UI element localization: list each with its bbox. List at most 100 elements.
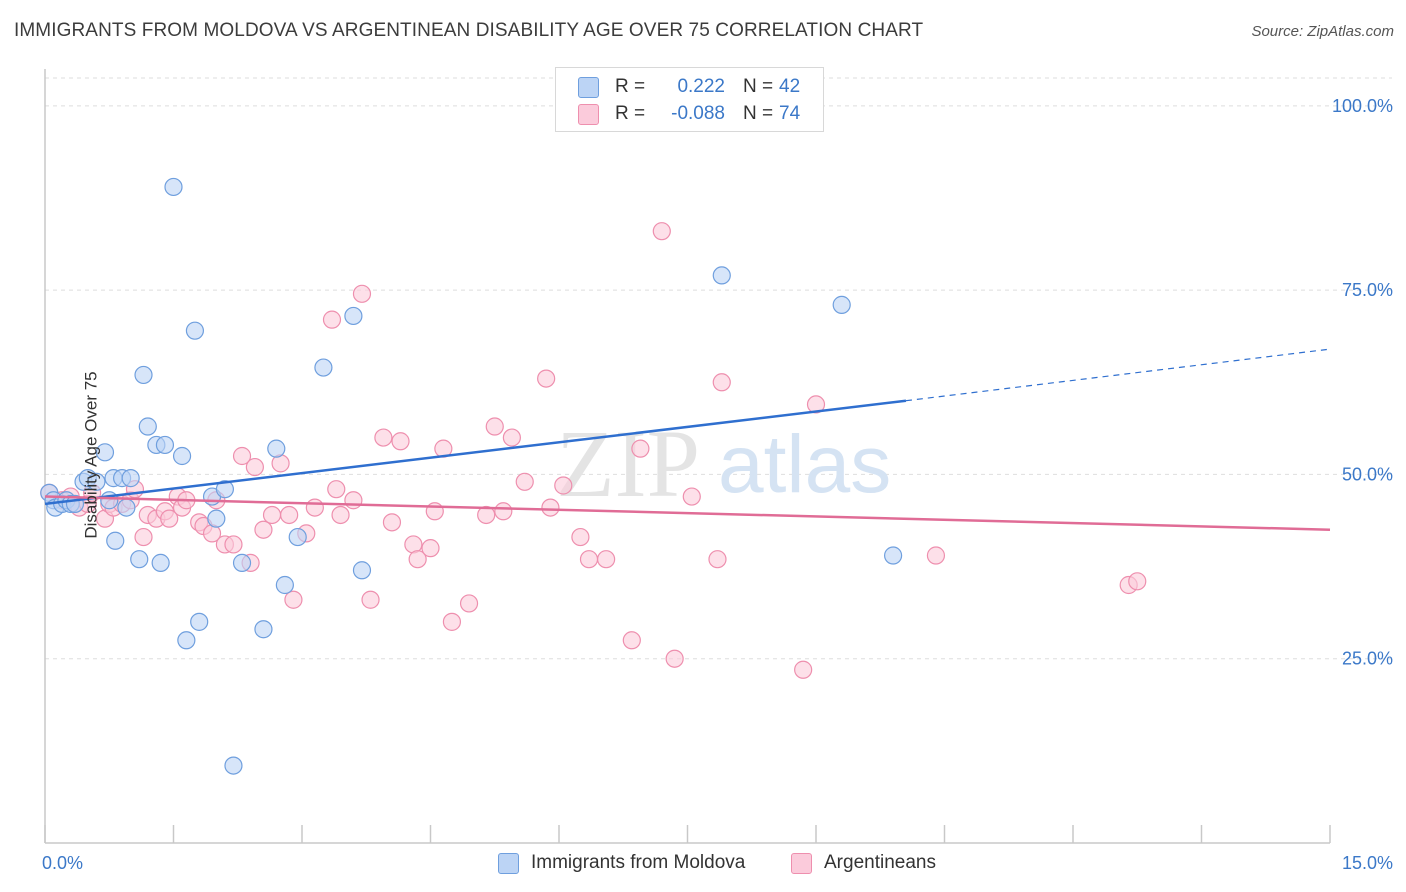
data-point [117, 498, 136, 517]
data-point [494, 502, 513, 521]
data-point [794, 660, 813, 679]
r-value: 0.222 [677, 76, 725, 97]
data-point [134, 365, 153, 385]
legend-swatch-argentineans [578, 103, 599, 125]
data-point [631, 439, 650, 458]
data-point [232, 446, 252, 466]
data-point [87, 472, 106, 491]
data-point [280, 505, 299, 525]
trend-lines [44, 348, 1331, 531]
source-credit: Source: ZipAtlas.com [1251, 23, 1394, 40]
data-point [579, 550, 599, 569]
data-point [806, 395, 826, 414]
data-point [352, 284, 372, 303]
data-point [138, 417, 157, 436]
data-point [708, 550, 727, 569]
data-point [267, 439, 286, 458]
data-point [597, 550, 616, 569]
data-point [537, 369, 556, 388]
data-point [130, 550, 149, 569]
chart-title: IMMIGRANTS FROM MOLDOVA VS ARGENTINEAN D… [14, 20, 924, 41]
gridlines [45, 77, 1392, 660]
data-point [485, 417, 504, 436]
data-point [361, 590, 380, 609]
data-point [652, 222, 671, 241]
legend-row-argentineans: R = -0.088 N = 74 [578, 101, 800, 127]
data-point [322, 310, 342, 329]
data-point [391, 432, 410, 451]
data-point [95, 443, 115, 462]
data-point [245, 457, 264, 477]
data-point [215, 480, 234, 499]
y-tick-label: 75.0% [1342, 280, 1393, 300]
data-point [712, 373, 731, 392]
legend-row-moldova: R = 0.222 N = 42 [578, 74, 800, 100]
data-point [288, 527, 307, 547]
r-value: -0.088 [671, 103, 725, 124]
data-point [172, 446, 192, 466]
data-point [408, 550, 427, 569]
legend-swatch-moldova [578, 76, 599, 98]
data-point [331, 505, 350, 525]
y-tick-label: 25.0% [1342, 649, 1393, 669]
correlation-legend: R = 0.222 N = 42 R = -0.088 N = 74 [555, 67, 824, 132]
y-tick-label: 50.0% [1342, 464, 1393, 484]
axes [44, 69, 1331, 844]
data-point [254, 520, 273, 539]
watermark: ZIP atlas [556, 410, 891, 517]
legend-label-argentineans: Argentineans [824, 852, 936, 873]
data-point [151, 553, 170, 572]
data-point [382, 513, 402, 532]
data-point [207, 509, 226, 528]
y-axis-label: Disability Age Over 75 [81, 371, 101, 539]
data-point [177, 631, 196, 650]
n-value: 74 [779, 103, 801, 124]
data-point [374, 428, 393, 447]
data-point [477, 505, 496, 525]
legend-swatch-moldova [498, 852, 519, 874]
data-point [106, 531, 125, 550]
data-point [224, 535, 243, 554]
data-point [275, 575, 294, 595]
data-point [262, 505, 282, 525]
data-point [352, 561, 372, 580]
data-point [224, 756, 243, 775]
data-point [571, 527, 590, 547]
data-point [421, 539, 440, 558]
data-point [344, 491, 363, 510]
data-point [622, 631, 641, 650]
data-point [134, 527, 153, 547]
data-point [926, 546, 946, 565]
legend-item-argentineans[interactable]: Argentineans [791, 852, 936, 874]
legend-swatch-argentineans [791, 852, 812, 874]
data-point [665, 649, 684, 668]
watermark-atlas-text: atlas [718, 419, 891, 510]
data-point [254, 620, 273, 639]
data-point [121, 469, 140, 488]
data-point [190, 612, 209, 631]
data-point [515, 472, 534, 491]
data-point [459, 594, 479, 613]
legend-item-moldova[interactable]: Immigrants from Moldova [498, 852, 745, 874]
n-label: N = [743, 76, 774, 97]
data-point [682, 487, 701, 506]
data-point [1128, 572, 1147, 591]
trend-line-argentineans [44, 495, 1331, 531]
data-point [185, 321, 205, 340]
data-point [164, 177, 183, 197]
data-point [712, 266, 731, 285]
data-point [314, 358, 333, 377]
n-label: N = [743, 103, 774, 124]
data-point [883, 546, 903, 565]
data-point [442, 612, 462, 631]
watermark-zip-text: ZIP [556, 410, 700, 517]
r-label: R = [615, 103, 646, 124]
data-point [327, 480, 346, 499]
legend-label-moldova: Immigrants from Moldova [531, 852, 746, 873]
data-point [305, 498, 324, 517]
data-point [502, 428, 521, 447]
data-point [284, 590, 303, 609]
data-point [232, 553, 252, 572]
n-value: 42 [779, 76, 801, 97]
